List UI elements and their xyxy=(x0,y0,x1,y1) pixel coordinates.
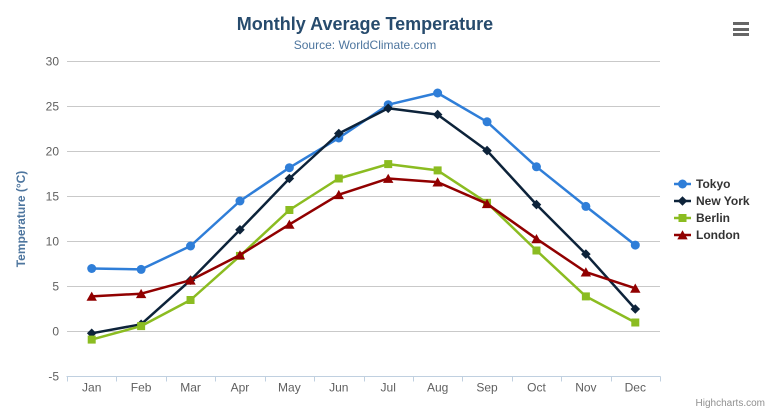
legend-marker xyxy=(678,179,687,188)
series-line[interactable] xyxy=(90,162,637,341)
hamburger-menu-icon xyxy=(733,22,749,25)
data-point[interactable] xyxy=(383,103,394,114)
highcharts-credits-link[interactable]: Highcharts.com xyxy=(695,398,765,409)
data-point[interactable] xyxy=(630,283,641,293)
data-point[interactable] xyxy=(531,234,542,244)
legend-label: New York xyxy=(696,193,750,208)
data-point[interactable] xyxy=(284,219,295,229)
data-point[interactable] xyxy=(630,240,640,250)
hamburger-menu-icon xyxy=(733,33,749,36)
x-axis-tick-label: Feb xyxy=(131,381,152,395)
legend-item-tokyo[interactable]: Tokyo xyxy=(674,175,750,192)
data-point[interactable] xyxy=(186,296,195,304)
data-point[interactable] xyxy=(86,291,97,301)
data-point[interactable] xyxy=(87,335,96,344)
x-axis-tick-label: Aug xyxy=(427,381,448,395)
legend-marker-diamond-icon xyxy=(674,195,691,206)
x-axis-tick-label: May xyxy=(278,381,301,395)
data-point[interactable] xyxy=(235,225,245,235)
legend-marker xyxy=(678,213,687,222)
series-line[interactable] xyxy=(90,107,637,335)
data-point[interactable] xyxy=(234,250,246,260)
data-point[interactable] xyxy=(532,246,541,255)
y-axis-tick-label: 30 xyxy=(46,55,60,69)
data-point[interactable] xyxy=(333,128,344,139)
legend-item-london[interactable]: London xyxy=(674,226,750,243)
y-axis-tick-label: -5 xyxy=(48,370,59,384)
series-line[interactable] xyxy=(90,177,637,298)
data-point[interactable] xyxy=(235,196,245,206)
y-axis-tick-label: 10 xyxy=(46,235,60,249)
legend: Tokyo New York Berlin London xyxy=(674,175,750,243)
data-point[interactable] xyxy=(384,160,393,169)
y-axis-tick-label: 0 xyxy=(52,325,59,339)
data-point[interactable] xyxy=(531,199,542,210)
y-axis-tick-label: 25 xyxy=(46,100,60,114)
data-point[interactable] xyxy=(86,328,97,339)
y-axis-title: Temperature (°C) xyxy=(14,171,28,268)
series-tokyo xyxy=(87,88,640,274)
data-point[interactable] xyxy=(334,174,343,183)
series-new-york xyxy=(86,103,641,339)
series-berlin xyxy=(87,160,640,344)
data-point[interactable] xyxy=(333,189,344,200)
x-axis-tick-label: Jan xyxy=(82,381,101,395)
data-point[interactable] xyxy=(630,304,641,314)
legend-label: Tokyo xyxy=(696,176,731,191)
x-axis-tick-label: Jun xyxy=(329,381,348,395)
legend-marker-square-icon xyxy=(674,213,691,222)
data-point[interactable] xyxy=(383,173,394,183)
chart-title: Monthly Average Temperature xyxy=(236,14,494,34)
data-point[interactable] xyxy=(87,264,97,273)
data-point[interactable] xyxy=(531,162,541,172)
data-point[interactable] xyxy=(580,267,592,277)
legend-marker xyxy=(677,195,688,206)
x-axis-tick-label: Dec xyxy=(625,381,646,395)
data-point[interactable] xyxy=(185,275,196,285)
x-axis-tick-label: Sep xyxy=(476,381,498,395)
data-point[interactable] xyxy=(136,264,146,274)
x-axis-tick-label: Nov xyxy=(575,381,596,395)
x-axis-tick-label: Apr xyxy=(231,381,250,395)
data-point[interactable] xyxy=(137,322,146,331)
series-london xyxy=(86,173,641,301)
series-line[interactable] xyxy=(90,91,637,271)
chart-subtitle: Source: WorldClimate.com xyxy=(293,38,437,52)
legend-label: Berlin xyxy=(696,210,731,225)
legend-item-new-york[interactable]: New York xyxy=(674,192,750,209)
data-point[interactable] xyxy=(581,249,591,259)
x-axis-tick-label: Mar xyxy=(180,381,201,395)
data-point[interactable] xyxy=(186,241,196,251)
data-point[interactable] xyxy=(284,163,294,173)
data-point[interactable] xyxy=(432,177,443,187)
hamburger-menu-icon xyxy=(733,27,749,31)
data-point[interactable] xyxy=(433,88,443,98)
data-point[interactable] xyxy=(135,288,147,299)
legend-label: London xyxy=(696,227,740,242)
x-axis-tick-label: Jul xyxy=(381,381,396,395)
export-menu-button[interactable] xyxy=(730,18,753,40)
data-point[interactable] xyxy=(482,117,492,127)
data-point[interactable] xyxy=(482,145,492,156)
legend-marker-circle-icon xyxy=(674,179,691,188)
data-point[interactable] xyxy=(433,166,442,175)
legend-item-berlin[interactable]: Berlin xyxy=(674,209,750,226)
data-point[interactable] xyxy=(432,109,443,120)
data-point[interactable] xyxy=(631,318,640,327)
y-axis-tick-label: 5 xyxy=(52,280,59,294)
data-point[interactable] xyxy=(581,201,591,211)
x-axis-tick-label: Oct xyxy=(527,381,546,395)
data-point[interactable] xyxy=(285,206,294,214)
y-axis-tick-label: 20 xyxy=(46,145,60,159)
legend-marker xyxy=(677,229,688,239)
data-point[interactable] xyxy=(481,198,493,209)
legend-marker-triangle-icon xyxy=(674,229,691,239)
data-point[interactable] xyxy=(581,292,590,301)
data-point[interactable] xyxy=(284,173,295,184)
y-axis-tick-label: 15 xyxy=(46,190,60,204)
